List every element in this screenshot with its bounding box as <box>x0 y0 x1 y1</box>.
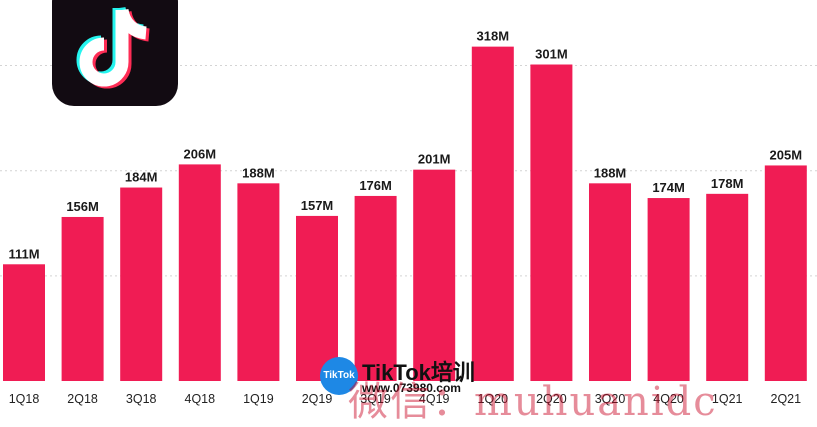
value-label-4Q18: 206M <box>184 146 217 161</box>
bar-2Q18 <box>61 216 104 381</box>
bar-4Q18 <box>178 164 221 381</box>
tick-label-3Q20: 3Q20 <box>595 392 626 406</box>
tiktok-icon <box>52 0 178 106</box>
bar-1Q18 <box>3 264 45 381</box>
value-label-3Q18: 184M <box>125 170 158 185</box>
bar-2Q19 <box>296 215 338 381</box>
bar-3Q20 <box>589 183 631 381</box>
value-label-2Q18: 156M <box>66 199 99 214</box>
value-label-2Q19: 157M <box>301 198 334 213</box>
value-label-2Q20: 301M <box>535 47 568 62</box>
tick-label-4Q20: 4Q20 <box>653 392 684 406</box>
value-label-2Q21: 205M <box>770 147 803 162</box>
bar-4Q20 <box>647 198 690 381</box>
tick-label-2Q18: 2Q18 <box>67 392 98 406</box>
bar-1Q20 <box>471 46 514 381</box>
value-label-4Q20: 174M <box>652 180 685 195</box>
bar-2Q21 <box>764 165 807 381</box>
tick-label-3Q18: 3Q18 <box>126 392 157 406</box>
bar-3Q18 <box>120 187 163 381</box>
value-label-1Q20: 318M <box>477 29 510 44</box>
value-label-3Q19: 176M <box>359 178 392 193</box>
tick-label-1Q20: 1Q20 <box>478 392 509 406</box>
tick-label-2Q21: 2Q21 <box>771 392 802 406</box>
value-label-1Q18: 111M <box>8 246 39 261</box>
value-label-1Q19: 188M <box>242 165 275 180</box>
bar-1Q19 <box>237 183 280 381</box>
bar-2Q20 <box>530 64 573 381</box>
tick-label-4Q19: 4Q19 <box>419 392 450 406</box>
tick-label-1Q21: 1Q21 <box>712 392 743 406</box>
tick-label-2Q20: 2Q20 <box>536 392 567 406</box>
value-label-4Q19: 201M <box>418 152 451 167</box>
bar-3Q19 <box>354 195 397 381</box>
value-label-3Q20: 188M <box>594 165 627 180</box>
bar-4Q19 <box>413 169 456 381</box>
tick-label-3Q19: 3Q19 <box>360 392 391 406</box>
tick-label-1Q18: 1Q18 <box>9 392 40 406</box>
value-label-1Q21: 178M <box>711 176 744 191</box>
tick-label-2Q19: 2Q19 <box>302 392 333 406</box>
tick-label-1Q19: 1Q19 <box>243 392 274 406</box>
tick-label-4Q18: 4Q18 <box>185 392 216 406</box>
bar-1Q21 <box>706 193 749 381</box>
